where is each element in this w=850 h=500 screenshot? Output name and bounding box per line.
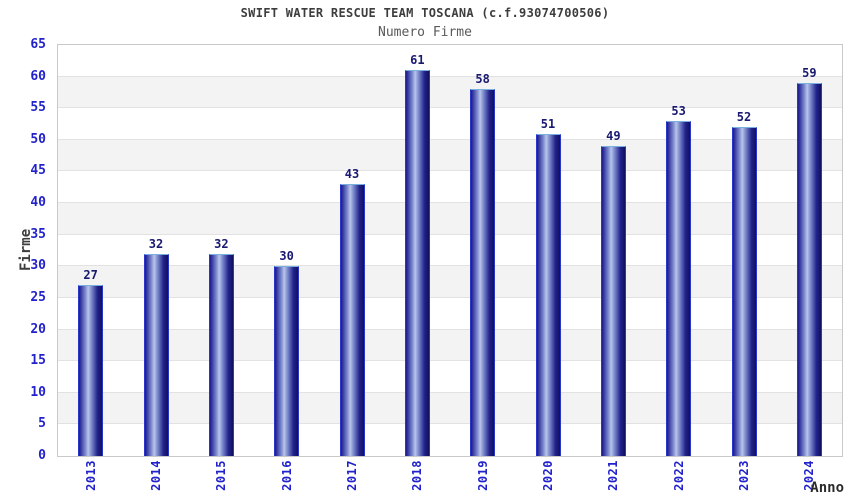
gridline <box>58 76 842 77</box>
x-tick-slot: 2018 <box>385 460 450 498</box>
x-tick-label: 2020 <box>540 460 555 491</box>
x-tick-label: 2023 <box>736 460 751 491</box>
plot-band <box>58 76 842 109</box>
gridline <box>58 329 842 330</box>
gridline <box>58 360 842 361</box>
x-tick-label: 2019 <box>475 460 490 491</box>
gridline <box>58 139 842 140</box>
x-tick-label: 2016 <box>279 460 294 491</box>
gridline <box>58 423 842 424</box>
plot-band <box>58 139 842 172</box>
plot-band <box>58 266 842 298</box>
x-tick-slot: 2019 <box>450 460 515 498</box>
x-tick-label: 2022 <box>671 460 686 491</box>
bar <box>796 83 822 456</box>
x-tick-slot: 2020 <box>515 460 580 498</box>
bar <box>208 254 234 456</box>
bar <box>78 285 104 456</box>
bar <box>470 89 496 456</box>
bar <box>666 121 692 456</box>
gridline <box>58 107 842 108</box>
y-axis-label: Firme <box>18 228 34 272</box>
gridline <box>58 170 842 171</box>
bar <box>274 266 300 456</box>
x-tick-slot: 2016 <box>254 460 319 498</box>
x-tick-label: 2013 <box>83 460 98 491</box>
x-tick-slot: 2017 <box>319 460 384 498</box>
plot-inner <box>58 45 842 456</box>
x-tick-slot: 2013 <box>58 460 123 498</box>
x-axis-ticks: 2013 2014 2015 2016 2017 2018 2019 2020 2021 2022… <box>58 460 842 498</box>
chart-title: SWIFT WATER RESCUE TEAM TOSCANA (c.f.930… <box>240 6 610 20</box>
plot-band <box>58 392 842 425</box>
x-tick-label: 2015 <box>214 460 229 491</box>
bar <box>731 127 757 456</box>
gridline <box>58 234 842 235</box>
x-tick-slot: 2014 <box>123 460 188 498</box>
plot-band <box>58 203 842 235</box>
gridline <box>58 265 842 266</box>
gridline <box>58 202 842 203</box>
gridline <box>58 392 842 393</box>
x-tick-label: 2018 <box>410 460 425 491</box>
bar <box>535 134 561 456</box>
x-tick-slot: 2021 <box>581 460 646 498</box>
x-tick-label: 2014 <box>148 460 163 491</box>
bar <box>143 254 169 456</box>
x-tick-label: 2021 <box>606 460 621 491</box>
plot-area <box>57 44 843 457</box>
bar <box>404 70 430 456</box>
bar <box>600 146 626 456</box>
x-tick-slot: 2022 <box>646 460 711 498</box>
x-tick-label: 2017 <box>344 460 359 491</box>
bar <box>339 184 365 456</box>
x-axis-label: Anno <box>810 480 844 496</box>
gridline <box>58 297 842 298</box>
x-tick-slot: 2023 <box>711 460 776 498</box>
plot-band <box>58 329 842 362</box>
x-tick-slot: 2015 <box>189 460 254 498</box>
chart-subtitle: Numero Firme <box>378 25 472 40</box>
